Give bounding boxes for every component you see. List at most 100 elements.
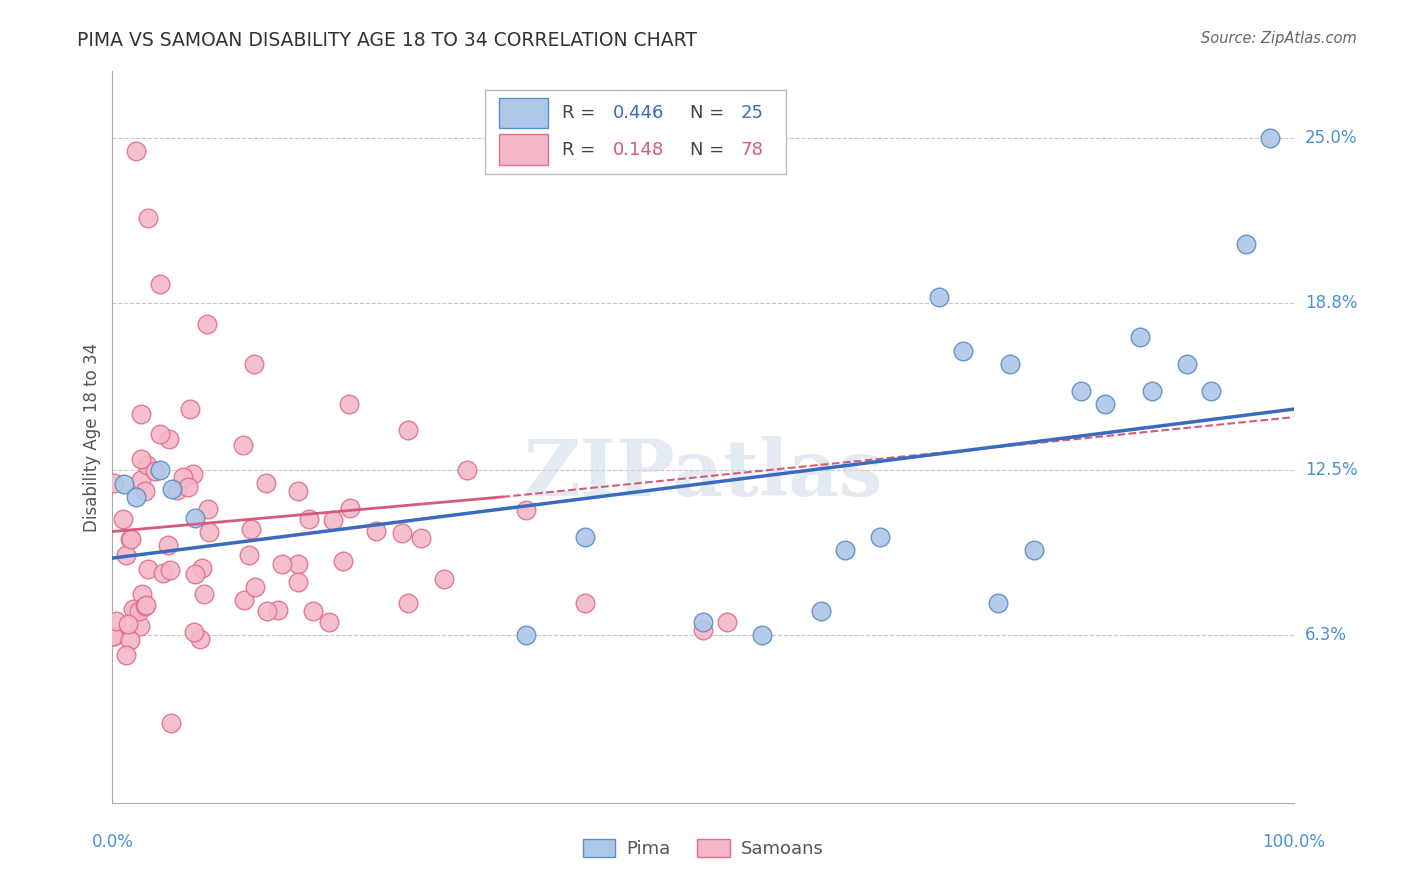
- Text: 25: 25: [741, 104, 763, 122]
- Point: [125, 605, 148, 619]
- Point: [515, 503, 537, 517]
- Point: [112, 512, 135, 526]
- Text: 18.8%: 18.8%: [1305, 293, 1357, 312]
- Point: [136, 562, 159, 576]
- Point: [339, 500, 361, 515]
- Text: N =: N =: [690, 141, 730, 159]
- FancyBboxPatch shape: [499, 98, 548, 128]
- Point: [574, 530, 596, 544]
- FancyBboxPatch shape: [485, 90, 786, 174]
- Point: [103, 475, 125, 490]
- Point: [515, 628, 537, 642]
- FancyBboxPatch shape: [499, 135, 548, 165]
- Point: [239, 522, 262, 536]
- Point: [177, 479, 200, 493]
- Point: [166, 483, 188, 497]
- Point: [928, 290, 950, 304]
- Point: [193, 587, 215, 601]
- Text: 12.5%: 12.5%: [1305, 461, 1357, 479]
- Point: [364, 524, 387, 538]
- Point: [118, 632, 141, 647]
- Point: [120, 532, 142, 546]
- Point: [136, 458, 159, 473]
- Point: [391, 526, 413, 541]
- Point: [197, 502, 219, 516]
- Point: [134, 599, 156, 614]
- Point: [128, 619, 150, 633]
- Point: [115, 548, 138, 562]
- Point: [118, 532, 141, 546]
- Point: [301, 604, 323, 618]
- Point: [135, 598, 157, 612]
- Point: [716, 615, 738, 629]
- Point: [183, 624, 205, 639]
- Point: [238, 548, 260, 562]
- Point: [692, 623, 714, 637]
- Point: [152, 566, 174, 580]
- Point: [1070, 384, 1092, 398]
- Point: [1258, 131, 1281, 145]
- Point: [125, 144, 148, 158]
- Point: [156, 538, 179, 552]
- Text: PIMA VS SAMOAN DISABILITY AGE 18 TO 34 CORRELATION CHART: PIMA VS SAMOAN DISABILITY AGE 18 TO 34 C…: [77, 31, 697, 50]
- Point: [184, 511, 207, 525]
- Point: [1175, 357, 1198, 371]
- Point: [692, 615, 714, 629]
- Text: R =: R =: [562, 141, 602, 159]
- Point: [1129, 330, 1152, 344]
- Point: [869, 530, 891, 544]
- Point: [157, 433, 180, 447]
- Point: [134, 483, 156, 498]
- Point: [298, 512, 321, 526]
- Point: [198, 524, 221, 539]
- Point: [987, 596, 1010, 610]
- Text: Source: ZipAtlas.com: Source: ZipAtlas.com: [1201, 31, 1357, 46]
- Point: [101, 629, 124, 643]
- Point: [396, 424, 419, 438]
- Point: [834, 543, 856, 558]
- Point: [287, 484, 309, 499]
- Point: [245, 580, 267, 594]
- Point: [271, 557, 294, 571]
- Point: [129, 473, 152, 487]
- Point: [149, 277, 172, 292]
- Point: [998, 357, 1021, 371]
- Point: [129, 407, 152, 421]
- Text: 78: 78: [741, 141, 763, 159]
- Point: [232, 592, 254, 607]
- Point: [337, 397, 360, 411]
- Point: [125, 490, 148, 504]
- Point: [1094, 397, 1116, 411]
- Point: [160, 482, 183, 496]
- Point: [173, 470, 195, 484]
- Point: [254, 475, 277, 490]
- Legend: Pima, Samoans: Pima, Samoans: [574, 830, 832, 867]
- Text: 100.0%: 100.0%: [1263, 833, 1324, 851]
- Text: 6.3%: 6.3%: [1305, 626, 1347, 644]
- Point: [149, 463, 172, 477]
- Point: [117, 617, 139, 632]
- Point: [396, 597, 419, 611]
- Point: [131, 587, 153, 601]
- Point: [136, 211, 159, 225]
- Text: 0.446: 0.446: [613, 104, 665, 122]
- Point: [456, 463, 478, 477]
- Point: [751, 628, 773, 642]
- Point: [1022, 543, 1045, 558]
- Point: [322, 513, 344, 527]
- Point: [243, 357, 266, 371]
- Point: [332, 554, 354, 568]
- Point: [112, 476, 135, 491]
- Point: [810, 604, 832, 618]
- Point: [145, 464, 167, 478]
- Point: [433, 573, 456, 587]
- Point: [121, 602, 143, 616]
- Y-axis label: Disability Age 18 to 34: Disability Age 18 to 34: [83, 343, 101, 532]
- Point: [195, 317, 218, 331]
- Point: [574, 596, 596, 610]
- Point: [149, 426, 172, 441]
- Point: [181, 467, 204, 482]
- Point: [128, 604, 150, 618]
- Point: [952, 343, 974, 358]
- Text: R =: R =: [562, 104, 602, 122]
